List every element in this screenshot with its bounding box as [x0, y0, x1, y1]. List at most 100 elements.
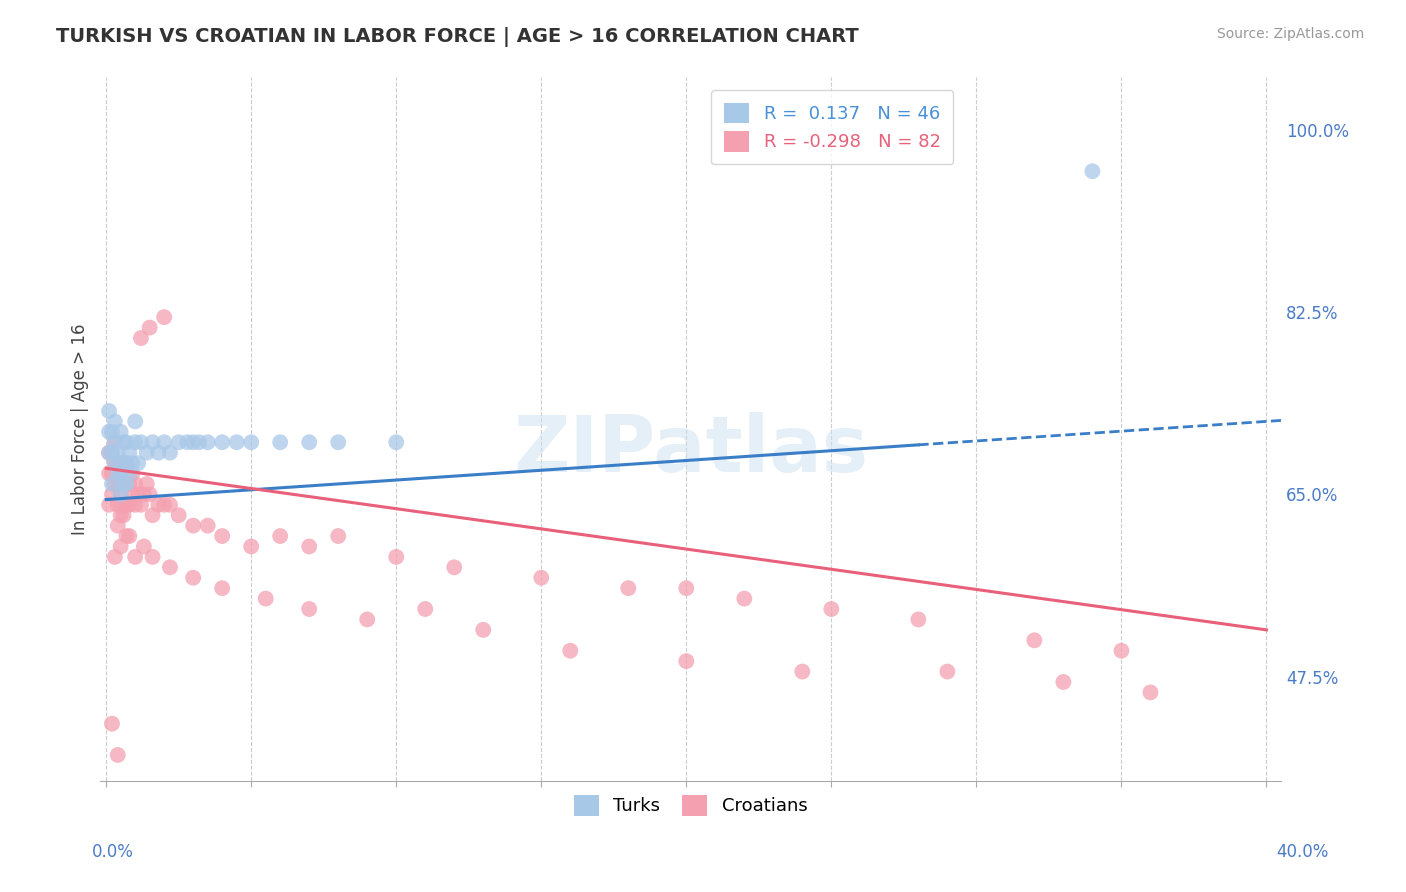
Point	[107, 477, 129, 491]
Point	[129, 498, 152, 512]
Point	[135, 445, 157, 459]
Point	[104, 456, 127, 470]
Point	[115, 435, 138, 450]
Point	[101, 487, 124, 501]
Point	[269, 529, 291, 543]
Point	[115, 456, 138, 470]
Point	[225, 435, 247, 450]
Point	[1081, 164, 1104, 178]
Point	[101, 716, 124, 731]
Point	[98, 425, 121, 439]
Point	[675, 654, 697, 668]
Point	[118, 529, 141, 543]
Point	[560, 643, 582, 657]
Point	[148, 445, 170, 459]
Point	[132, 487, 155, 501]
Y-axis label: In Labor Force | Age > 16: In Labor Force | Age > 16	[72, 324, 89, 535]
Point	[98, 445, 121, 459]
Point	[298, 540, 321, 554]
Point	[142, 549, 165, 564]
Point	[104, 435, 127, 450]
Point	[110, 467, 132, 481]
Point	[107, 747, 129, 762]
Point	[112, 435, 135, 450]
Point	[1111, 643, 1133, 657]
Point	[153, 498, 176, 512]
Point	[675, 581, 697, 595]
Point	[112, 498, 135, 512]
Point	[110, 456, 132, 470]
Point	[129, 331, 152, 345]
Point	[101, 425, 124, 439]
Point	[112, 477, 135, 491]
Point	[211, 435, 233, 450]
Point	[443, 560, 465, 574]
Point	[121, 467, 143, 481]
Point	[153, 310, 176, 325]
Point	[118, 467, 141, 481]
Point	[148, 498, 170, 512]
Point	[104, 456, 127, 470]
Point	[112, 508, 135, 523]
Point	[936, 665, 959, 679]
Point	[127, 456, 149, 470]
Point	[181, 435, 204, 450]
Point	[110, 540, 132, 554]
Point	[240, 435, 263, 450]
Point	[167, 435, 190, 450]
Point	[107, 518, 129, 533]
Point	[104, 435, 127, 450]
Point	[112, 456, 135, 470]
Point	[115, 477, 138, 491]
Text: 40.0%: 40.0%	[1277, 843, 1329, 861]
Point	[792, 665, 814, 679]
Point	[115, 529, 138, 543]
Point	[124, 498, 146, 512]
Point	[124, 414, 146, 428]
Point	[107, 498, 129, 512]
Point	[1024, 633, 1046, 648]
Point	[124, 549, 146, 564]
Point	[104, 414, 127, 428]
Point	[298, 435, 321, 450]
Point	[356, 612, 378, 626]
Point	[110, 425, 132, 439]
Point	[112, 456, 135, 470]
Point	[98, 404, 121, 418]
Point	[118, 445, 141, 459]
Point	[1052, 675, 1074, 690]
Point	[159, 498, 181, 512]
Point	[1139, 685, 1161, 699]
Point	[413, 602, 436, 616]
Point	[907, 612, 929, 626]
Point	[240, 540, 263, 554]
Point	[142, 508, 165, 523]
Point	[328, 529, 350, 543]
Legend: Turks, Croatians: Turks, Croatians	[565, 786, 817, 825]
Point	[118, 477, 141, 491]
Point	[132, 540, 155, 554]
Text: ZIPatlas: ZIPatlas	[513, 412, 868, 488]
Point	[107, 467, 129, 481]
Point	[107, 456, 129, 470]
Point	[110, 467, 132, 481]
Text: TURKISH VS CROATIAN IN LABOR FORCE | AGE > 16 CORRELATION CHART: TURKISH VS CROATIAN IN LABOR FORCE | AGE…	[56, 27, 859, 46]
Point	[188, 435, 211, 450]
Point	[98, 445, 121, 459]
Point	[127, 487, 149, 501]
Point	[110, 508, 132, 523]
Point	[101, 477, 124, 491]
Point	[181, 571, 204, 585]
Point	[98, 467, 121, 481]
Point	[124, 477, 146, 491]
Text: 0.0%: 0.0%	[91, 843, 134, 861]
Point	[124, 435, 146, 450]
Text: Source: ZipAtlas.com: Source: ZipAtlas.com	[1216, 27, 1364, 41]
Point	[110, 487, 132, 501]
Point	[385, 435, 408, 450]
Point	[118, 498, 141, 512]
Point	[298, 602, 321, 616]
Point	[138, 320, 160, 334]
Point	[167, 508, 190, 523]
Point	[159, 445, 181, 459]
